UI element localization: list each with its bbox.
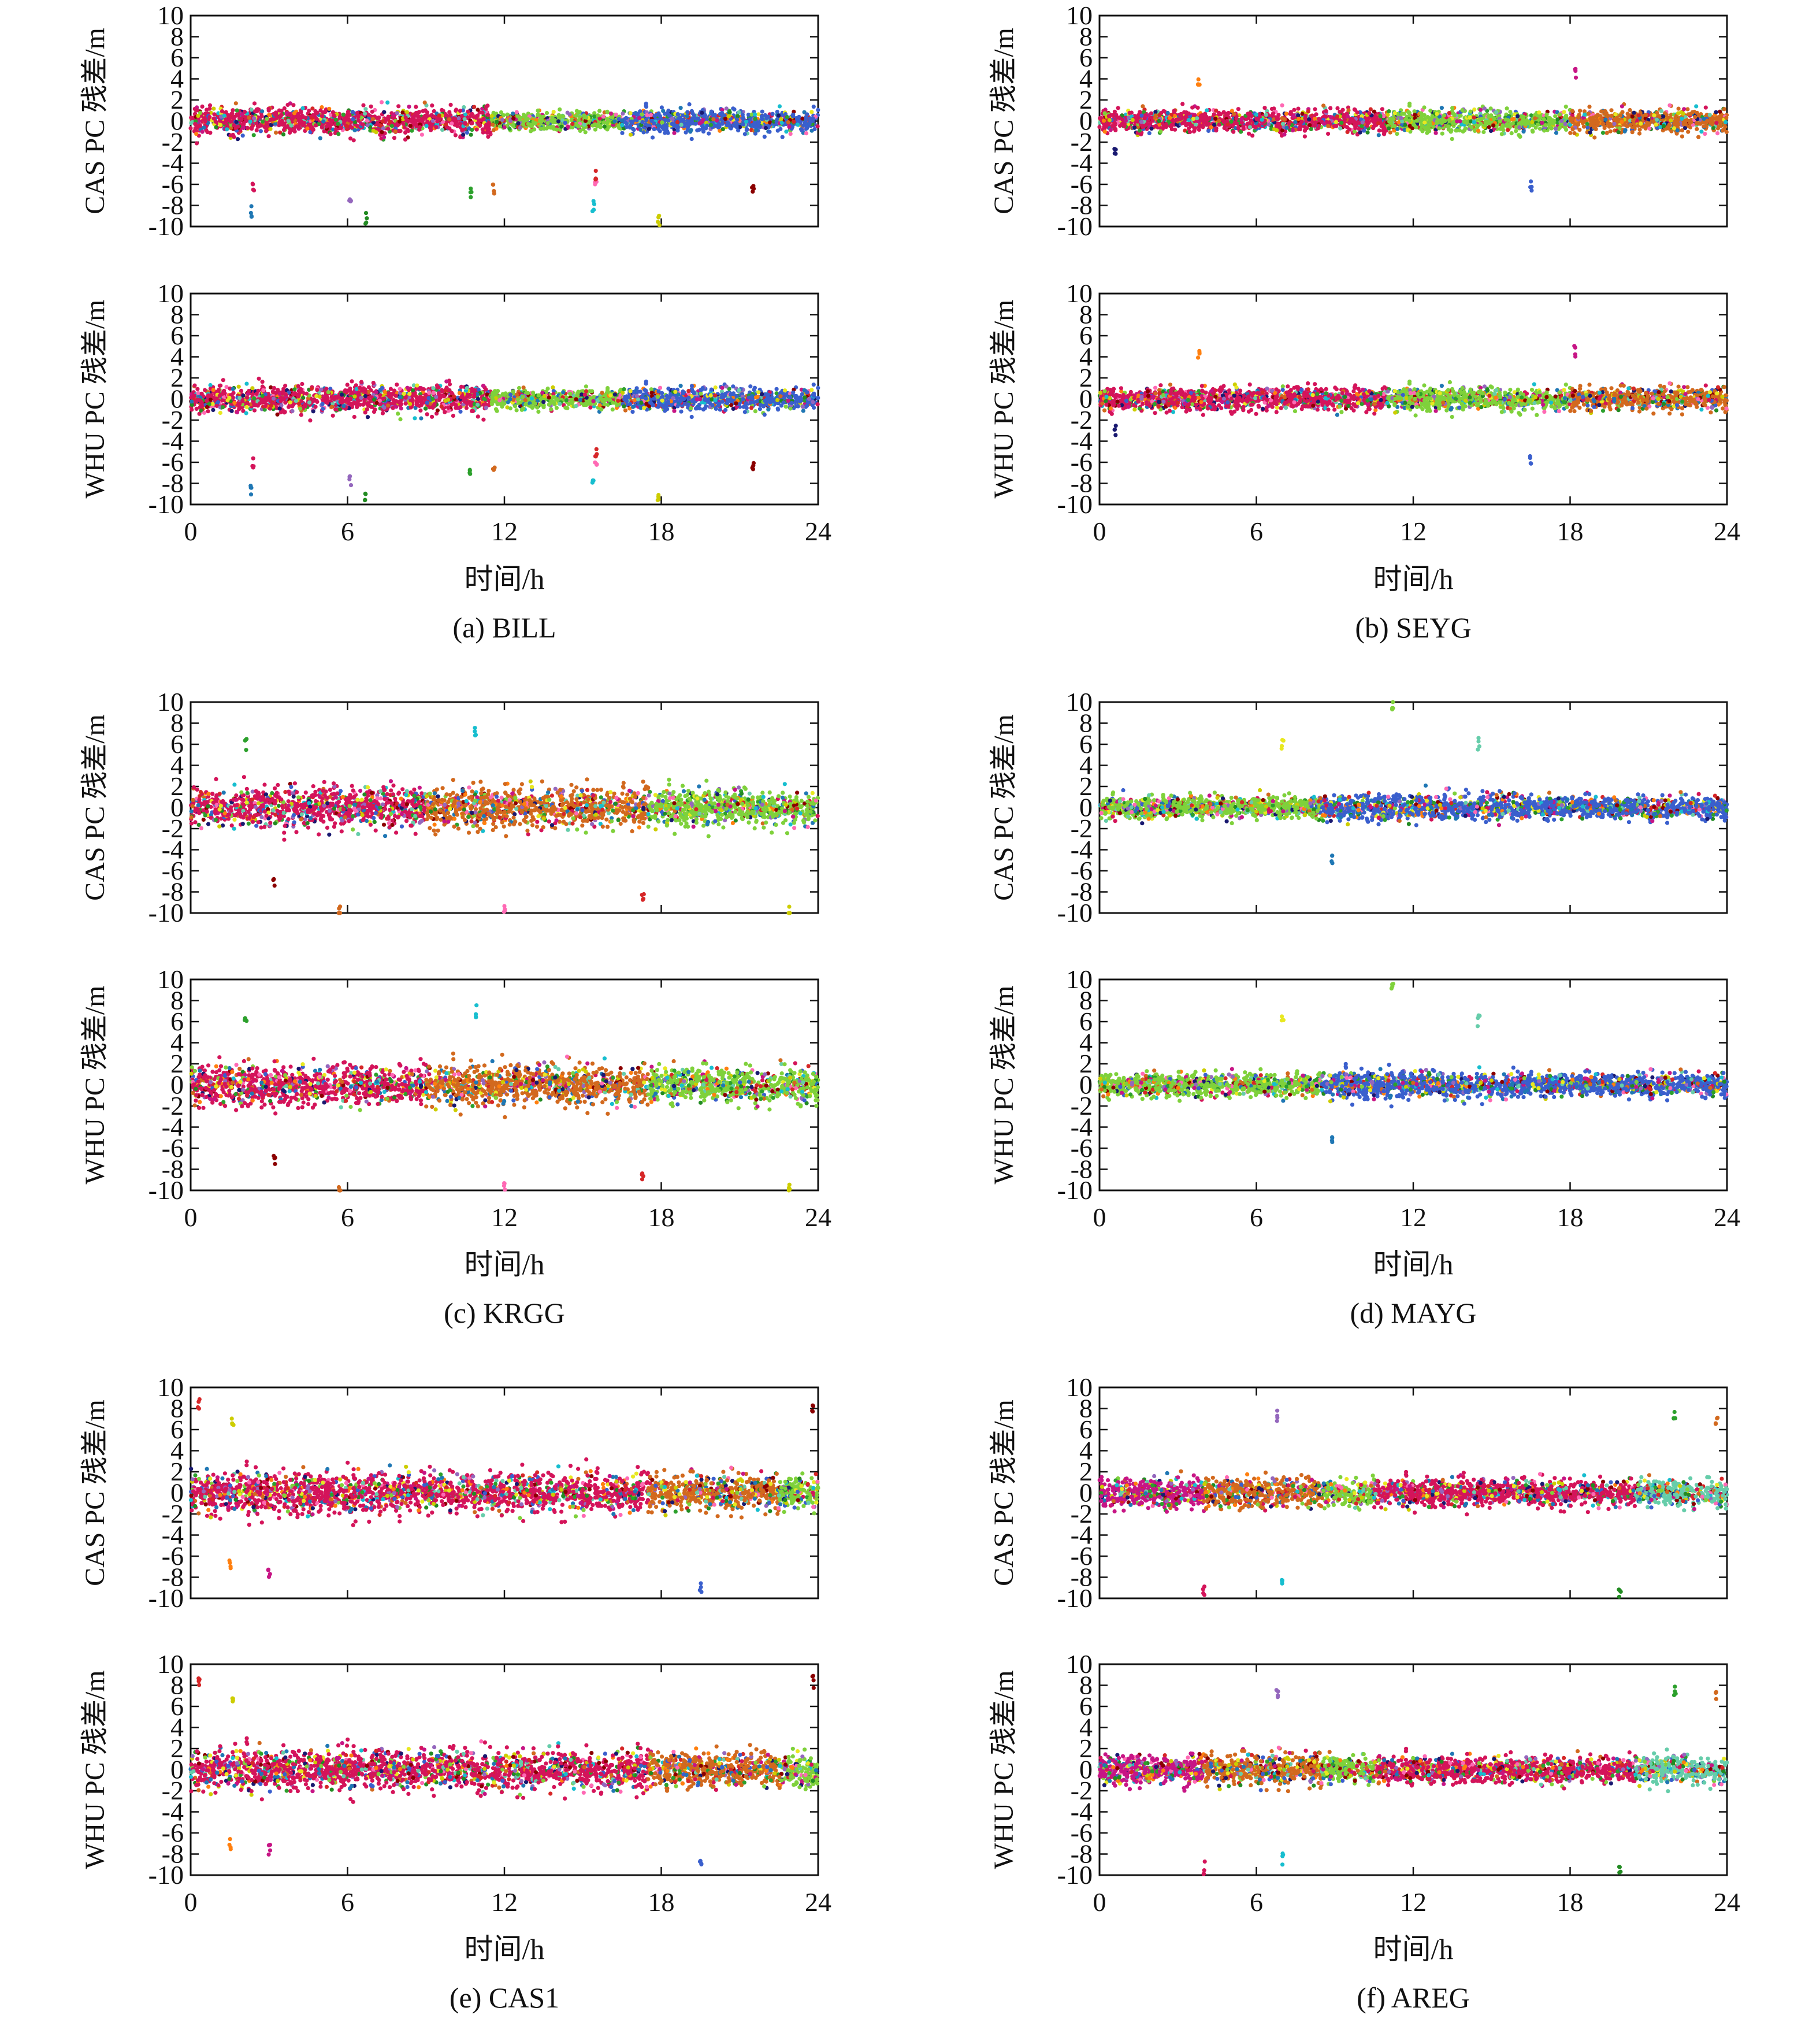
residual-point <box>236 137 240 141</box>
residual-point <box>195 141 199 145</box>
residual-point <box>214 125 218 129</box>
residual-points <box>188 100 820 227</box>
residual-point <box>211 107 216 111</box>
residual-point <box>351 110 355 114</box>
residual-point <box>385 101 389 105</box>
residual-point <box>307 123 311 127</box>
residual-point <box>267 134 271 138</box>
residual-point <box>476 107 480 112</box>
residual-point <box>472 105 476 109</box>
residual-point <box>252 133 256 137</box>
y-axis-label: CAS PC 残差/m <box>80 28 110 214</box>
residual-point <box>281 132 285 136</box>
residual-point <box>334 127 338 131</box>
residual-point <box>400 110 404 114</box>
residual-point <box>403 138 407 142</box>
residual-point <box>259 129 263 133</box>
residual-point <box>338 116 342 120</box>
residual-point <box>222 121 226 125</box>
residual-point <box>212 112 216 116</box>
residual-point <box>392 136 396 140</box>
residual-point <box>449 103 453 107</box>
residual-point <box>274 131 278 135</box>
residual-point <box>440 108 444 112</box>
residual-point <box>445 113 449 117</box>
residual-point <box>369 105 373 109</box>
residual-point <box>382 110 386 114</box>
residual-point <box>320 114 324 118</box>
residual-point <box>370 110 374 114</box>
residual-point <box>240 117 244 121</box>
residual-point <box>268 127 272 131</box>
residual-point <box>285 103 289 107</box>
residual-point <box>321 110 325 114</box>
residual-point <box>208 103 212 107</box>
residual-point <box>484 105 488 109</box>
residual-point <box>320 125 324 129</box>
residual-point <box>363 107 367 111</box>
residual-point <box>307 109 311 113</box>
residual-point <box>264 129 268 133</box>
residual-point <box>242 122 246 126</box>
residual-point <box>447 117 451 121</box>
residual-point <box>420 133 424 137</box>
figure: 1086420-2-4-6-8-10CAS PC 残差/m1086420-2-4… <box>0 0 1820 2030</box>
residual-point <box>189 121 193 125</box>
residual-point <box>405 110 409 114</box>
residual-point <box>396 104 400 108</box>
residual-point <box>431 119 435 123</box>
residual-point <box>407 105 411 109</box>
residual-point <box>241 133 245 138</box>
residual-point <box>301 106 305 110</box>
residual-point <box>380 100 384 104</box>
residual-point <box>348 136 352 140</box>
residual-point <box>486 135 490 139</box>
residual-point <box>291 103 295 107</box>
y-tick-label: -10 <box>148 211 184 241</box>
residual-point <box>318 136 322 140</box>
residual-point <box>361 103 365 107</box>
residual-point <box>250 107 254 112</box>
residual-point <box>481 131 485 135</box>
residual-point <box>255 128 259 132</box>
residual-point <box>465 131 469 135</box>
residual-point <box>252 101 257 105</box>
residual-point <box>469 133 473 137</box>
residual-point <box>200 105 205 109</box>
residual-point <box>414 105 418 109</box>
